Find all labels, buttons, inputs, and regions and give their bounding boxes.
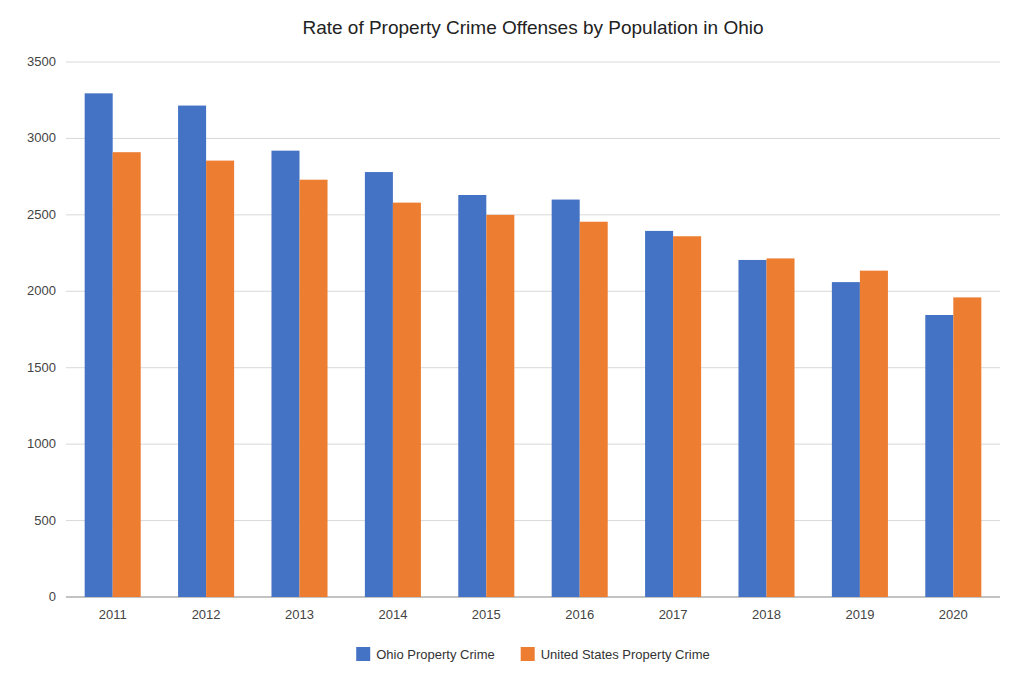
x-tick-label: 2012: [192, 607, 221, 622]
chart-svg: Rate of Property Crime Offenses by Popul…: [0, 0, 1024, 683]
y-tick-label: 2500: [27, 207, 56, 222]
bar: [953, 297, 981, 597]
bar: [365, 172, 393, 597]
bar: [767, 258, 795, 597]
y-tick-label: 1500: [27, 360, 56, 375]
bar: [580, 222, 608, 597]
x-tick-label: 2013: [285, 607, 314, 622]
legend: Ohio Property Crime United States Propert…: [356, 647, 710, 662]
grid-line: [66, 62, 1000, 63]
x-tick-label: 2014: [378, 607, 407, 622]
legend-swatch: [521, 647, 535, 661]
grid: [66, 62, 1000, 597]
bar: [645, 231, 673, 597]
chart-title: Rate of Property Crime Offenses by Popul…: [302, 17, 763, 38]
y-tick-label: 3500: [27, 54, 56, 69]
legend-item: Ohio Property Crime: [356, 647, 494, 662]
bars: [85, 93, 982, 597]
x-tick-label: 2015: [472, 607, 501, 622]
bar: [300, 180, 328, 597]
bar: [832, 282, 860, 597]
bar: [738, 260, 766, 597]
bar: [860, 271, 888, 597]
x-tick-label: 2020: [939, 607, 968, 622]
y-tick-label: 0: [49, 589, 56, 604]
x-tick-label: 2019: [845, 607, 874, 622]
bar: [113, 152, 141, 597]
bar: [271, 151, 299, 597]
legend-swatch: [356, 647, 370, 661]
y-tick-label: 1000: [27, 436, 56, 451]
x-tick-label: 2011: [99, 607, 127, 622]
bar: [673, 236, 701, 597]
y-tick-label: 2000: [27, 283, 56, 298]
x-tick-label: 2018: [752, 607, 781, 622]
bar: [925, 315, 953, 597]
bar: [85, 93, 113, 597]
x-tick-label: 2016: [565, 607, 594, 622]
y-tick-label: 500: [34, 513, 56, 528]
bar: [178, 106, 206, 597]
bar: [552, 200, 580, 597]
chart-container: Rate of Property Crime Offenses by Popul…: [0, 0, 1024, 683]
bar: [486, 215, 514, 597]
bar: [206, 161, 234, 597]
legend-label: United States Property Crime: [541, 647, 710, 662]
x-tick-label: 2017: [659, 607, 688, 622]
legend-item: United States Property Crime: [521, 647, 710, 662]
y-tick-label: 3000: [27, 130, 56, 145]
bar: [458, 195, 486, 597]
legend-label: Ohio Property Crime: [376, 647, 494, 662]
bar: [393, 203, 421, 597]
